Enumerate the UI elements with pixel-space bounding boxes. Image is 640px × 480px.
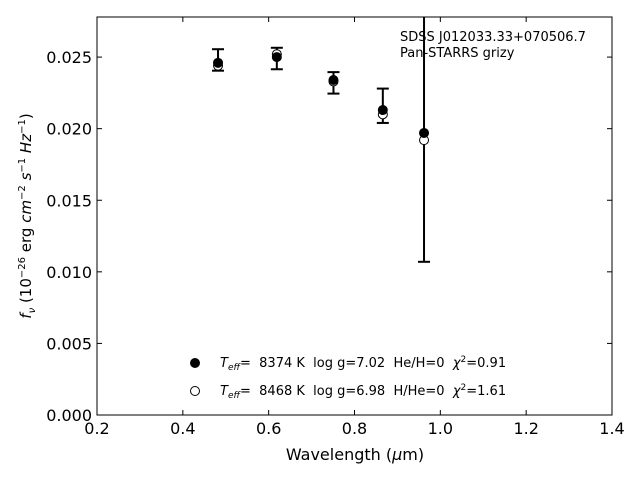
x-tick-label: 0.8 xyxy=(342,419,367,438)
y-tick-label: 0.020 xyxy=(46,120,92,139)
legend-entry-2: Teff= 8468 K log g=6.98 H/He=0 χ2=1.61 xyxy=(220,383,506,401)
x-tick-label: 0.6 xyxy=(256,419,281,438)
data-points xyxy=(213,49,430,146)
y-tick-label: 0.010 xyxy=(46,263,92,282)
point-filled xyxy=(271,52,282,63)
x-axis-label: Wavelength (μm) xyxy=(286,445,424,464)
legend: Teff= 8374 K log g=7.02 He/H=0 χ2=0.91 T… xyxy=(190,355,506,401)
y-tick-label: 0.005 xyxy=(46,334,92,353)
y-axis-ticks: 0.000 0.005 0.010 0.015 0.020 0.025 xyxy=(46,48,612,425)
annotation-photometry: Pan-STARRS grizy xyxy=(400,46,515,61)
legend-marker-open xyxy=(190,386,200,396)
error-bars xyxy=(212,17,431,263)
legend-marker-filled xyxy=(190,358,200,368)
y-tick-label: 0.015 xyxy=(46,191,92,210)
x-tick-label: 1.4 xyxy=(599,419,624,438)
point-filled xyxy=(419,127,430,138)
annotation-object-name: SDSS J012033.33+070506.7 xyxy=(400,30,586,45)
x-tick-label: 0.4 xyxy=(170,419,195,438)
y-tick-label: 0.000 xyxy=(46,406,92,425)
x-tick-label: 0.2 xyxy=(84,419,109,438)
legend-entry-1: Teff= 8374 K log g=7.02 He/H=0 χ2=0.91 xyxy=(220,355,506,373)
y-axis-label: fν (10−26 erg cm−2 s−1 Hz−1) xyxy=(17,113,38,318)
x-tick-label: 1.0 xyxy=(428,419,453,438)
y-tick-label: 0.025 xyxy=(46,48,92,67)
x-tick-label: 1.2 xyxy=(513,419,538,438)
x-axis-ticks: 0.2 0.4 0.6 0.8 1.0 1.2 1.4 xyxy=(84,17,625,438)
point-filled xyxy=(328,74,339,85)
point-filled xyxy=(213,57,224,68)
point-filled xyxy=(377,105,388,116)
